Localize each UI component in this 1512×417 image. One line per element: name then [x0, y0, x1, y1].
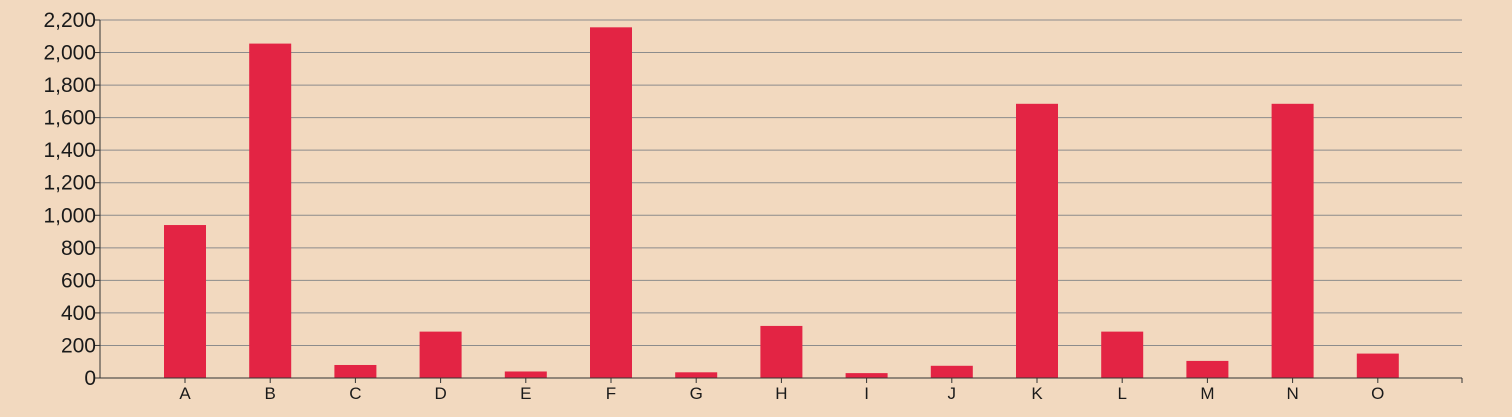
bar-g [675, 372, 718, 378]
gridlines [100, 19, 1462, 346]
y-tick-label: 1,800 [43, 74, 96, 97]
bar-h [760, 325, 803, 378]
bar-f [590, 27, 632, 379]
bar-k [1016, 103, 1058, 379]
y-tick-label: 2,200 [43, 9, 96, 32]
x-tick-label: G [690, 384, 703, 403]
y-tick-label: 1,400 [43, 139, 96, 162]
bar-b [249, 43, 292, 378]
bar-e [504, 371, 547, 378]
x-tick-label: H [775, 384, 787, 403]
y-tick-label: 200 [61, 334, 96, 357]
bar-c [334, 364, 377, 378]
bar-o [1356, 353, 1399, 378]
bar-l [1101, 331, 1144, 378]
y-axis-tick-labels: 0 200 400 600 800 1,000 1,200 1,400 1,600 1,800 2,… [43, 9, 96, 390]
bar-j [930, 365, 973, 378]
x-tick-label: O [1371, 384, 1384, 403]
x-tick-label: D [434, 384, 446, 403]
y-tick-label: 0 [84, 367, 96, 390]
x-tick-label: M [1200, 384, 1214, 403]
bars [164, 27, 1399, 379]
x-tick-label: L [1117, 384, 1126, 403]
x-tick-label: E [520, 384, 531, 403]
x-tick-label: A [179, 384, 191, 403]
x-tick-label: B [265, 384, 276, 403]
y-tick-label: 800 [61, 237, 96, 260]
bar-n [1271, 103, 1314, 379]
x-tick-label: N [1286, 384, 1298, 403]
x-tick-label: I [864, 384, 869, 403]
y-tick-label: 1,200 [43, 172, 96, 195]
bar-a [164, 225, 206, 378]
bar-m [1186, 360, 1229, 378]
y-tick-label: 1,600 [43, 107, 96, 130]
bar-i [845, 373, 888, 378]
x-axis-tick-labels: A B C D E F G H I J K L M N O [179, 384, 1384, 403]
axes [95, 19, 1463, 383]
x-tick-label: K [1031, 384, 1043, 403]
y-tick-label: 400 [61, 302, 96, 325]
x-tick-label: J [948, 384, 957, 403]
bar-d [419, 331, 462, 378]
x-tick-label: C [349, 384, 361, 403]
y-tick-label: 2,000 [43, 42, 96, 65]
y-tick-label: 1,000 [43, 204, 96, 227]
y-tick-label: 600 [61, 269, 96, 292]
x-tick-label: F [606, 384, 616, 403]
